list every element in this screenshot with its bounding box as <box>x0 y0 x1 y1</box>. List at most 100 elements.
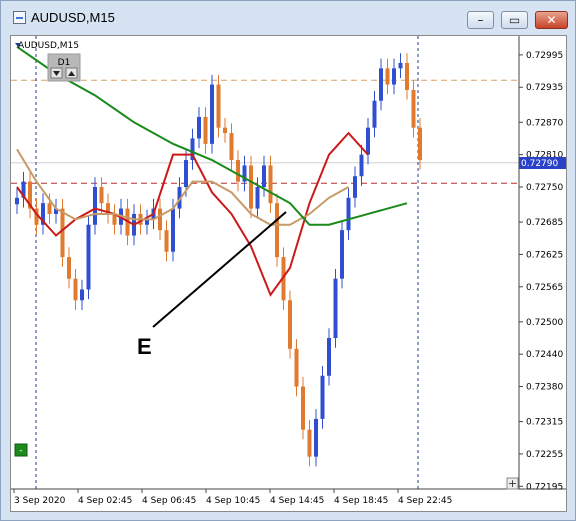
time-tick-label: 4 Sep 02:45 <box>78 496 132 506</box>
candle <box>314 409 318 467</box>
time-axis: 3 Sep 2020 4 Sep 02:45 4 Sep 06:45 4 Sep 10… <box>13 489 452 506</box>
candle-body <box>411 89 416 128</box>
candle <box>164 220 169 262</box>
candle-body <box>392 68 396 85</box>
candle-body <box>372 100 377 128</box>
candle <box>34 198 39 235</box>
candle-body <box>405 62 409 90</box>
title-bar[interactable]: AUDUSD,M15 – ▭ ✕ <box>1 1 575 35</box>
price-tick-label: 0.72995 <box>526 51 563 61</box>
time-tick-label: 4 Sep 22:45 <box>398 496 452 506</box>
candle-body <box>223 127 227 134</box>
candle-body <box>177 187 182 209</box>
price-tick-label: 0.72935 <box>526 83 563 93</box>
candle <box>190 128 195 170</box>
price-chart[interactable]: E 0.729950.729350.728700.728100.727500.7… <box>11 36 566 511</box>
candle-body <box>47 203 52 214</box>
time-tick-label: 4 Sep 14:45 <box>270 496 324 506</box>
annotation: E <box>137 211 287 359</box>
candle <box>418 117 422 170</box>
candle <box>411 80 416 138</box>
candle-body <box>288 300 292 349</box>
triangle-up-icon <box>68 71 75 76</box>
close-button[interactable]: ✕ <box>535 11 568 29</box>
candle <box>379 58 383 111</box>
candle-body <box>333 278 338 338</box>
window-title: AUDUSD,M15 <box>31 10 115 25</box>
candle <box>41 193 45 235</box>
price-tag-label: 0.72790 <box>521 159 558 169</box>
candle <box>275 193 279 267</box>
price-tick-label: 0.72380 <box>526 383 563 393</box>
price-tick-label: 0.72440 <box>526 350 563 360</box>
candle-body <box>418 127 422 161</box>
candle-body <box>106 203 110 214</box>
candle <box>223 117 227 143</box>
candle-body <box>301 386 305 430</box>
candle-body <box>190 138 195 161</box>
candle <box>385 58 390 95</box>
candle-body <box>314 418 318 457</box>
collapse-icon[interactable] <box>15 43 21 47</box>
candle <box>216 74 221 138</box>
candle-body <box>340 230 344 279</box>
minimize-button[interactable]: – <box>467 11 494 29</box>
candle <box>301 376 305 440</box>
candle <box>67 247 71 289</box>
one-click-trading-button[interactable] <box>14 443 28 457</box>
symbol-label: AUDUSD,M15 <box>18 41 79 51</box>
candle <box>21 171 26 208</box>
candle-body <box>398 62 403 69</box>
candle <box>28 171 32 219</box>
candle-body <box>158 208 162 231</box>
annotation-arrow-line <box>152 211 287 328</box>
time-tick-label: 4 Sep 06:45 <box>142 496 196 506</box>
price-tick-label: 0.72750 <box>526 183 563 193</box>
candle <box>249 155 253 219</box>
candle <box>366 117 370 165</box>
candle <box>392 58 396 95</box>
candle-body <box>275 203 279 258</box>
one-click-label: - <box>19 446 22 456</box>
candle <box>327 328 331 386</box>
candle-body <box>385 68 390 85</box>
candle <box>340 220 344 289</box>
candle <box>333 268 338 348</box>
candle-body <box>353 176 357 198</box>
time-tick-label: 4 Sep 10:45 <box>206 496 260 506</box>
candle <box>177 177 182 219</box>
candle <box>99 177 104 213</box>
price-tick-label: 0.72685 <box>526 218 563 228</box>
candle <box>346 188 351 240</box>
candle-body <box>67 257 71 279</box>
restore-button[interactable]: ▭ <box>501 11 528 29</box>
time-tick-label: 4 Sep 18:45 <box>334 496 388 506</box>
candle-body <box>236 160 240 182</box>
candle-body <box>327 338 331 376</box>
candle-body <box>216 84 221 128</box>
candle <box>288 290 292 359</box>
price-tag <box>519 157 566 169</box>
candle <box>86 215 91 300</box>
candle <box>73 268 78 310</box>
candle-body <box>112 213 117 225</box>
price-axis: 0.72995 0.72935 0.72870 0.72810 0.72750 0.726… <box>519 51 563 492</box>
price-tick-label: 0.72195 <box>526 482 563 492</box>
period-label: D1 <box>58 58 71 68</box>
chart-area[interactable]: E 0.72995 0.72935 0.72870 0.72810 0.72750 0.7… <box>10 35 567 512</box>
candle-body <box>21 181 26 198</box>
candle <box>158 198 162 240</box>
zoom-in-button[interactable] <box>506 477 519 490</box>
candle-body <box>15 197 19 205</box>
candle-body <box>28 181 32 209</box>
candle <box>372 91 377 138</box>
candle <box>353 166 357 208</box>
candle-body <box>184 160 188 187</box>
candle-body <box>54 208 58 214</box>
candle-body <box>164 230 169 252</box>
candle-body <box>346 197 351 231</box>
candle <box>80 279 84 310</box>
candle <box>112 204 117 235</box>
candle-body <box>294 348 299 387</box>
candle-body <box>73 278 78 301</box>
